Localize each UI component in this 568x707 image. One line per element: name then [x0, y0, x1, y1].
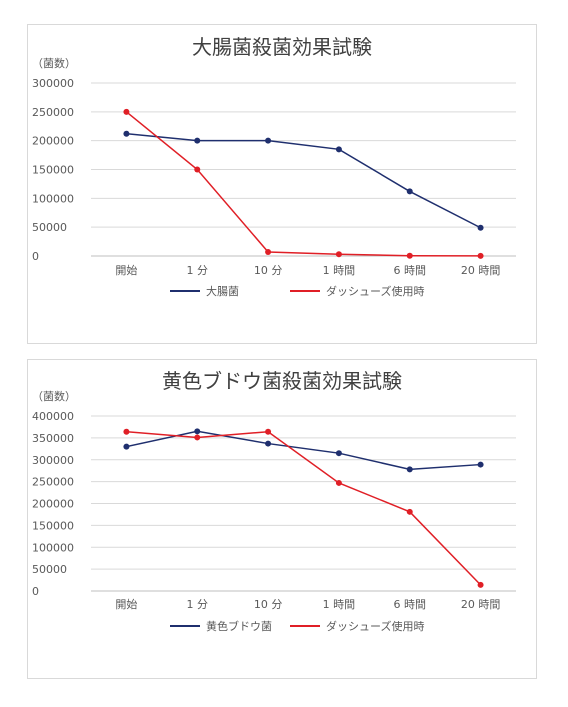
data-point — [406, 508, 413, 515]
data-point — [194, 137, 201, 144]
data-point — [477, 461, 484, 468]
x-tick-label: 20 時間 — [461, 598, 501, 611]
y-tick-label: 300000 — [32, 454, 74, 467]
series-line-0 — [126, 133, 481, 229]
chart-ecoli: 大腸菌殺菌効果試験 （菌数） 300000 250000 200000 150000 100… — [32, 35, 516, 298]
x-tick-label: 10 分 — [254, 598, 283, 611]
series-line-1 — [126, 430, 482, 586]
data-point — [123, 108, 130, 115]
data-point — [194, 166, 201, 173]
x-tick-label: 10 分 — [254, 264, 283, 277]
chart-panel-ecoli: 大腸菌殺菌効果試験 （菌数） 300000 250000 200000 150000 100… — [27, 24, 537, 344]
x-tick-label: 20 時間 — [461, 264, 501, 277]
data-point — [406, 466, 413, 473]
y-tick-label: 50000 — [32, 221, 67, 234]
y-tick-label: 100000 — [32, 192, 74, 205]
data-point — [406, 252, 413, 259]
y-tick-label: 50000 — [32, 563, 67, 576]
x-tick-label: 6 時間 — [394, 264, 427, 277]
y-tick-label: 150000 — [32, 164, 74, 177]
x-tick-label: 1 時間 — [323, 598, 356, 611]
y-tick-label: 400000 — [32, 410, 74, 423]
data-point — [335, 146, 342, 153]
legend-entry: ダッシューズ使用時 — [326, 284, 424, 298]
y-tick-label: 250000 — [32, 476, 74, 489]
chart-staph: 黄色ブドウ菌殺菌効果試験 （菌数） 400000 350000 300000 250000… — [32, 369, 516, 633]
x-tick-label: 開始 — [115, 597, 137, 611]
data-point — [406, 188, 413, 195]
x-tick-label: 6 時間 — [394, 598, 427, 611]
data-point — [265, 440, 272, 447]
data-point — [123, 428, 130, 435]
data-point — [265, 248, 272, 255]
y-tick-label: 200000 — [32, 498, 74, 511]
data-point — [335, 479, 342, 486]
y-tick-label: 100000 — [32, 541, 74, 554]
chart-title: 黄色ブドウ菌殺菌効果試験 — [162, 369, 402, 393]
data-point — [265, 428, 272, 435]
series-line-0 — [126, 430, 481, 471]
data-point — [477, 581, 484, 588]
y-tick-label: 150000 — [32, 519, 74, 532]
x-tick-label: 1 分 — [187, 264, 209, 277]
data-point — [194, 428, 201, 435]
y-tick-label: 0 — [32, 250, 39, 263]
data-point — [477, 224, 484, 231]
series-line-1 — [125, 111, 481, 257]
chart-panel-staph: 黄色ブドウ菌殺菌効果試験 （菌数） 400000 350000 300000 250000… — [27, 359, 537, 679]
y-tick-label: 0 — [32, 585, 39, 598]
legend-entry: ダッシューズ使用時 — [326, 619, 424, 633]
data-point — [477, 252, 484, 259]
chart-title: 大腸菌殺菌効果試験 — [192, 35, 372, 59]
data-point — [194, 434, 201, 441]
x-tick-label: 1 分 — [187, 598, 209, 611]
y-tick-label: 250000 — [32, 106, 74, 119]
legend-entry: 黄色ブドウ菌 — [206, 619, 272, 633]
data-point — [335, 251, 342, 258]
y-unit-label: （菌数） — [32, 390, 76, 403]
y-unit-label: （菌数） — [32, 57, 76, 70]
y-tick-label: 350000 — [32, 432, 74, 445]
x-tick-label: 1 時間 — [323, 264, 356, 277]
y-tick-label: 200000 — [32, 135, 74, 148]
x-tick-label: 開始 — [115, 263, 137, 277]
data-point — [265, 137, 272, 144]
data-point — [123, 443, 130, 450]
data-point — [335, 450, 342, 457]
legend-entry: 大腸菌 — [206, 284, 239, 298]
data-point — [123, 130, 130, 137]
y-tick-label: 300000 — [32, 77, 74, 90]
